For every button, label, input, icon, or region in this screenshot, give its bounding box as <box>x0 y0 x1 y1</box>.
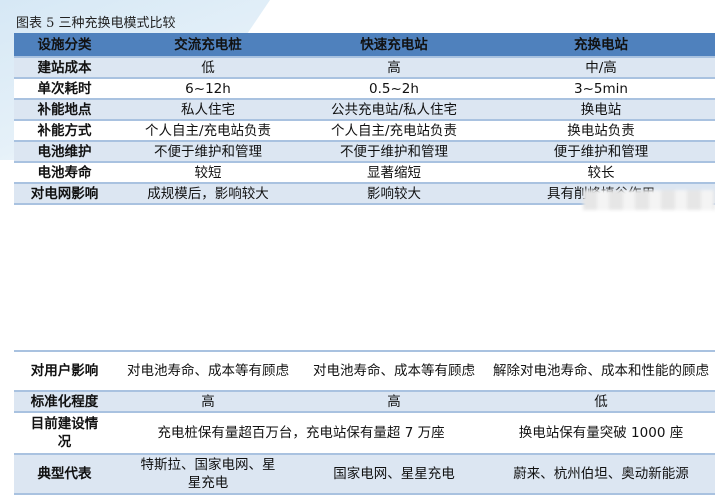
row-label: 典型代表 <box>14 454 115 495</box>
table-cell: 成规模后，影响较大 <box>115 183 301 205</box>
table-row: 标准化程度 高 高 低 <box>14 391 715 413</box>
table-row: 电池寿命 较短 显著缩短 较长 <box>14 162 715 184</box>
comparison-table-bottom: 对用户影响 对电池寿命、成本等有顾虑 对电池寿命、成本等有顾虑 解除对电池寿命、… <box>14 350 715 495</box>
row-label: 补能方式 <box>14 120 115 142</box>
comparison-table-top: 设施分类 交流充电桩 快速充电站 充换电站 建站成本低高中/高 单次耗时 6~12h… <box>14 33 715 205</box>
row-label: 建站成本 <box>14 57 115 79</box>
table-cell: 较短 <box>115 162 301 184</box>
table-cell: 公共充电站/私人住宅 <box>301 99 487 121</box>
header-cell: 充换电站 <box>487 33 715 58</box>
table-cell: 0.5~2h <box>301 78 487 100</box>
header-cell: 交流充电桩 <box>115 33 301 58</box>
table-cell: 影响较大 <box>301 183 487 205</box>
row-label: 目前建设情况 <box>14 412 115 455</box>
row-label: 对电网影响 <box>14 183 115 205</box>
row-label: 电池维护 <box>14 141 115 163</box>
table-cell: 特斯拉、国家电网、星星充电 <box>115 454 301 495</box>
table-cell: 私人住宅 <box>115 99 301 121</box>
table-row: 目前建设情况 充电桩保有量超百万台，充电站保有量超 7 万座 换电站保有量突破 … <box>14 412 715 455</box>
table-cell: 高 <box>301 391 487 413</box>
row-label: 补能地点 <box>14 99 115 121</box>
table-row: 单次耗时 6~12h 0.5~2h 3~5min <box>14 78 715 100</box>
table-header-row: 设施分类 交流充电桩 快速充电站 充换电站 <box>14 33 715 58</box>
row-label: 对用户影响 <box>14 351 115 392</box>
header-cell: 快速充电站 <box>301 33 487 58</box>
table-cell: 对电池寿命、成本等有顾虑 <box>301 351 487 392</box>
table-cell: 中/高 <box>487 57 715 79</box>
table-cell: 个人自主/充电站负责 <box>115 120 301 142</box>
table-cell: 不便于维护和管理 <box>301 141 487 163</box>
table-cell: 国家电网、星星充电 <box>301 454 487 495</box>
table-cell: 较长 <box>487 162 715 184</box>
table-cell: 充电桩保有量超百万台，充电站保有量超 7 万座 <box>115 412 487 455</box>
table-cell: 低 <box>487 391 715 413</box>
table-cell: 低 <box>115 57 301 79</box>
table-cell: 蔚来、杭州伯坦、奥动新能源 <box>487 454 715 495</box>
table-cell: 换电站负责 <box>487 120 715 142</box>
row-label: 电池寿命 <box>14 162 115 184</box>
table-caption: 图表 5 三种充换电模式比较 <box>16 16 176 31</box>
table-row: 电池维护 不便于维护和管理 不便于维护和管理 便于维护和管理 <box>14 141 715 163</box>
table-cell: 显著缩短 <box>301 162 487 184</box>
row-label: 标准化程度 <box>14 391 115 413</box>
table-cell: 换电站 <box>487 99 715 121</box>
table-cell: 不便于维护和管理 <box>115 141 301 163</box>
table-cell: 高 <box>301 57 487 79</box>
table-cell: 便于维护和管理 <box>487 141 715 163</box>
table-row: 补能地点 私人住宅 公共充电站/私人住宅 换电站 <box>14 99 715 121</box>
row-label: 单次耗时 <box>14 78 115 100</box>
table-cell: 3~5min <box>487 78 715 100</box>
table-row: 对用户影响 对电池寿命、成本等有顾虑 对电池寿命、成本等有顾虑 解除对电池寿命、… <box>14 351 715 392</box>
watermark-blur <box>583 190 715 210</box>
header-cell: 设施分类 <box>14 33 115 58</box>
table-cell: 换电站保有量突破 1000 座 <box>487 412 715 455</box>
table-cell: 个人自主/充电站负责 <box>301 120 487 142</box>
table-row: 建站成本低高中/高 <box>14 57 715 79</box>
table-cell: 解除对电池寿命、成本和性能的顾虑 <box>487 351 715 392</box>
table-row: 典型代表 特斯拉、国家电网、星星充电 国家电网、星星充电 蔚来、杭州伯坦、奥动新… <box>14 454 715 495</box>
table-cell: 6~12h <box>115 78 301 100</box>
table-row: 补能方式 个人自主/充电站负责 个人自主/充电站负责 换电站负责 <box>14 120 715 142</box>
table-cell: 对电池寿命、成本等有顾虑 <box>115 351 301 392</box>
table-cell: 高 <box>115 391 301 413</box>
